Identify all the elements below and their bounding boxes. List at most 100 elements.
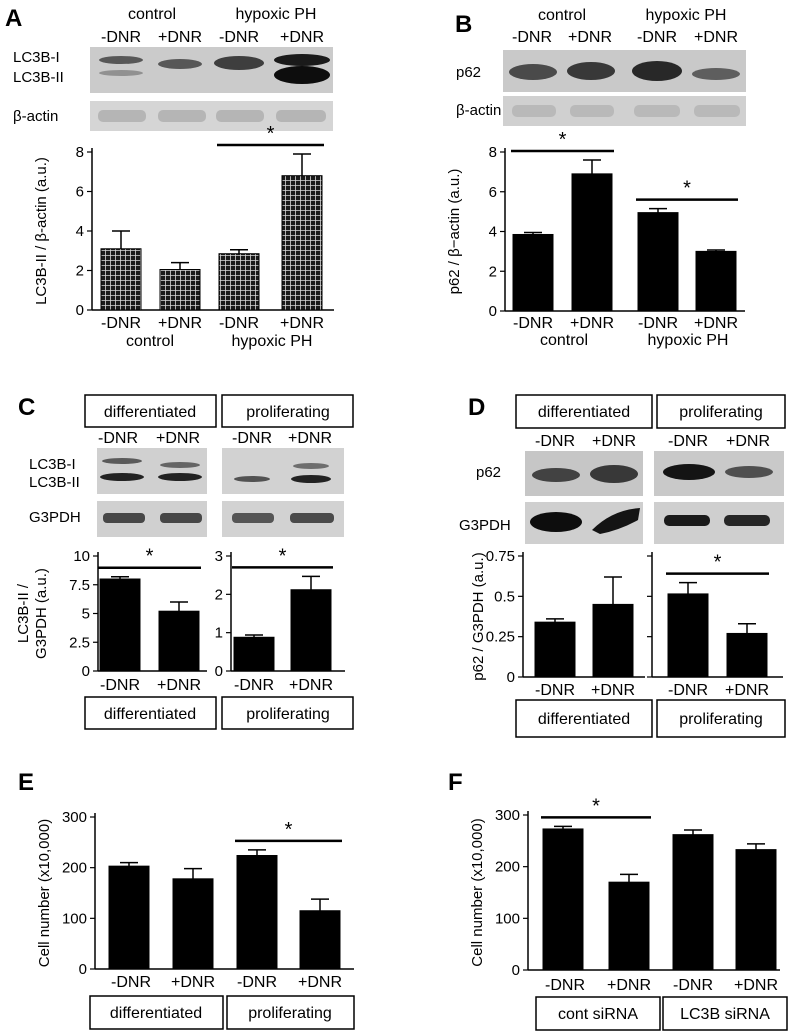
box-proliferating [221,394,354,428]
group-label-hypoxic-ph: hypoxic PH [236,6,317,23]
x-label: -DNR [638,315,678,332]
y-tick-label: 0 [215,663,223,680]
y-tick-label: 100 [495,910,520,927]
group-label-hypoxic-ph: hypoxic PH [646,7,727,24]
western-blot-beta-actin [503,96,746,126]
panel-letter-f: F [448,769,463,796]
x-label: -DNR [111,974,151,991]
y-tick-label: 0 [512,962,520,979]
box-label-proliferating: proliferating [679,711,763,728]
y-tick-label: 0 [82,663,90,680]
y-tick-label: 0 [489,303,497,320]
y-tick-label: 0 [79,961,87,978]
lane-label: -DNR [232,430,272,447]
box-label-cont-sirna: cont siRNA [558,1006,638,1023]
x-label: +DNR [289,677,333,694]
western-blot-p62 [503,50,746,92]
chart-d-proliferating: * [647,552,783,678]
chart-f: 0 100 200 300 Cell number (x10,000) * [469,795,780,979]
lane-label: +DNR [694,29,738,46]
bar [290,589,332,672]
panel-c: C differentiated proliferating -DNR +DNR… [15,394,354,730]
bar [571,173,613,312]
lane-label: +DNR [726,433,770,450]
bar [99,578,141,672]
box-differentiated [84,696,217,730]
significance-star: * [559,129,567,151]
y-axis-label: Cell number (x10,000) [469,818,486,966]
x-label: -DNR [101,315,141,332]
y-tick-label: 8 [76,144,84,161]
y-tick-label: 300 [495,807,520,824]
bar [672,834,714,971]
panel-letter-b: B [455,11,472,38]
lane-label: +DNR [158,29,202,46]
box-label-differentiated: differentiated [110,1005,202,1022]
lane-label: -DNR [668,433,708,450]
bar [726,632,768,678]
bar [667,593,709,678]
blot-label-lc3b-i: LC3B-I [29,456,76,473]
x-label: +DNR [607,977,651,994]
blot-label-lc3b-ii: LC3B-II [29,474,80,491]
box-label-lc3b-sirna: LC3B siRNA [680,1006,770,1023]
x-label: +DNR [171,974,215,991]
box-label-proliferating: proliferating [246,404,330,421]
x-group-label-control: control [126,333,174,350]
x-group-label-hypoxic-ph: hypoxic PH [232,333,313,350]
bar [512,233,554,312]
panel-b: B control hypoxic PH -DNR +DNR -DNR +DNR… [446,7,746,349]
y-tick-label: 8 [489,144,497,161]
bar [542,828,584,971]
chart-e: 0 100 200 300 Cell number (x10,000) * [36,809,354,978]
y-tick-label: 6 [489,184,497,201]
significance-star: * [683,178,691,200]
western-blot-lc3b [97,448,344,494]
blot-label-lc3b-ii: LC3B-II [13,69,64,86]
western-blot-p62 [525,451,784,496]
lane-label: +DNR [568,29,612,46]
bar [534,621,576,678]
lane-label: -DNR [512,29,552,46]
bar [218,253,260,311]
box-label-differentiated: differentiated [538,404,630,421]
blot-label-lc3b-i: LC3B-I [13,49,60,66]
box-label-differentiated: differentiated [104,404,196,421]
bar [695,250,737,312]
y-tick-label: 2.5 [69,634,90,651]
bar [108,865,150,970]
x-label: -DNR [100,677,140,694]
lane-label: -DNR [98,430,138,447]
x-group-label-control: control [540,332,588,349]
y-tick-label: 3 [215,548,223,565]
significance-star: * [146,546,154,568]
significance-star: * [592,795,600,817]
lane-label: -DNR [219,29,259,46]
panel-d: D differentiated proliferating -DNR +DNR… [459,394,786,738]
y-tick-label: 200 [495,859,520,876]
box-label-proliferating: proliferating [246,706,330,723]
lane-label: +DNR [288,430,332,447]
blot-label-beta-actin: β-actin [13,108,58,125]
y-tick-label: 0.5 [494,588,515,605]
y-tick-label: 100 [62,910,87,927]
y-tick-label: 2 [489,263,497,280]
y-tick-label: 4 [489,224,497,241]
x-label: -DNR [237,974,277,991]
chart-c-proliferating: 0 1 2 3 * [215,545,345,680]
y-tick-label: 200 [62,860,87,877]
y-tick-label: 5 [82,606,90,623]
panel-a: A control hypoxic PH -DNR +DNR -DNR +DNR… [5,5,334,350]
x-label: -DNR [234,677,274,694]
x-label: -DNR [219,315,259,332]
bar [236,855,278,970]
y-tick-label: 2 [215,586,223,603]
blot-label-p62: p62 [456,64,481,81]
y-tick-label: 300 [62,809,87,826]
bar [637,212,679,312]
x-label: +DNR [694,315,738,332]
box-differentiated [84,394,217,428]
bar [233,636,275,672]
